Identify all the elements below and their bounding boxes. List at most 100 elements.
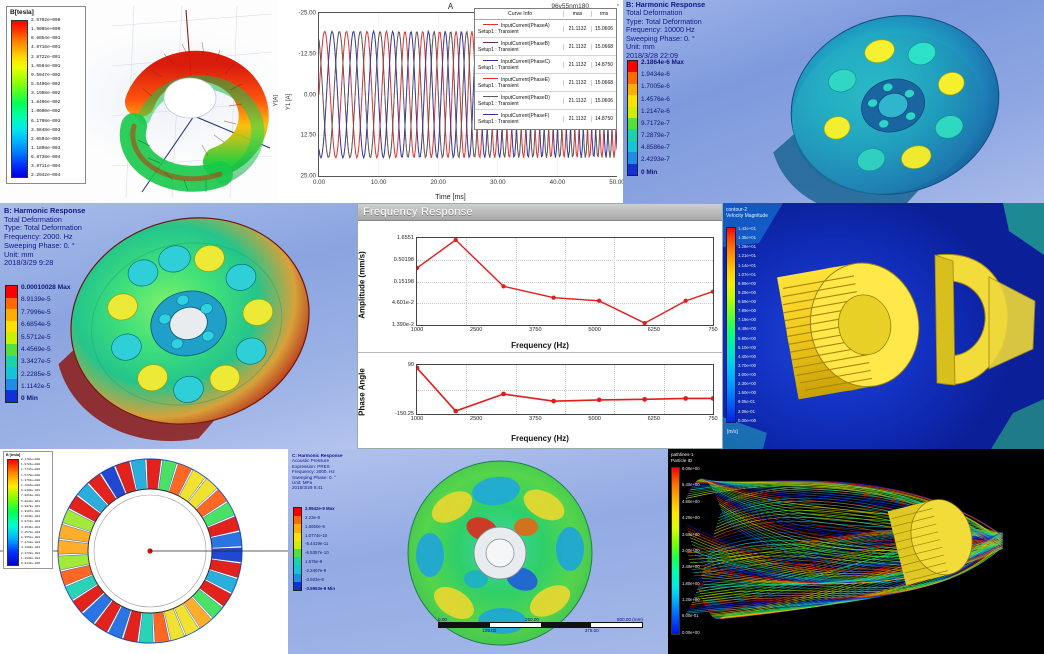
panel-transient-current-plot: A 96v55nm180 ▫ Y1 [A] Time [ms] -25.00 -1… bbox=[278, 0, 623, 203]
panel-frequency-response-window: Frequency Response Amplitude (mm/s) 1.65… bbox=[357, 203, 723, 449]
legend-value: -6.5357e-10 bbox=[305, 551, 335, 555]
x-tick-label: 750 bbox=[708, 416, 717, 422]
legend-value: 5.40e+00 bbox=[682, 483, 700, 487]
legend-value: 2.06e-01 bbox=[738, 410, 756, 414]
legend-value: 0.00e+00 bbox=[682, 631, 700, 635]
legend-values: 2.1864e-6 Max 1.9434e-6 1.7005e-6 1.4576e-6… bbox=[641, 60, 684, 176]
color-band bbox=[6, 379, 17, 391]
legend-values: 2.9942e-9 Max 2.23e-9 1.6650e-9 1.0774e-10-… bbox=[305, 507, 335, 591]
amplitude-series bbox=[417, 238, 713, 325]
legend-value: 1.21e+01 bbox=[738, 254, 756, 258]
legend-value: 1.9434e-6 bbox=[641, 72, 684, 78]
panel-maxwell-2d-crosssection: B [tesla] 2.1701e+000 1.9724e+000 1.7747e+… bbox=[0, 449, 288, 654]
y-tick-label: 12.50 bbox=[301, 132, 316, 139]
curve-max: 21.1132 bbox=[563, 26, 591, 32]
x-tick-label: 3750 bbox=[529, 416, 541, 422]
legend-value: 6.49e+00 bbox=[738, 327, 756, 331]
curve-rms: 15.0668 bbox=[591, 80, 616, 86]
legend-value: 1.9095e+000 bbox=[31, 28, 86, 33]
color-band bbox=[628, 118, 637, 129]
table-row: InputCurrent(PhaseA) Setup1 : Transient 21… bbox=[475, 20, 616, 38]
legend-value: -3.5953e-9 Min bbox=[305, 587, 335, 591]
legend-value: 4.4532e-003 bbox=[21, 527, 53, 530]
panel-acoustic-pressure: C: Harmonic Response Acoustic Pressure E… bbox=[288, 449, 668, 654]
legend-value: 2.4572e-003 bbox=[21, 532, 53, 535]
legend-value: 2.30e+00 bbox=[738, 382, 756, 386]
color-band bbox=[6, 321, 17, 333]
legend-value: -3.503e-9 bbox=[305, 578, 335, 582]
curve-name-cell: InputCurrent(PhaseD) Setup1 : Transient bbox=[475, 95, 563, 107]
color-band bbox=[294, 533, 301, 541]
legend-value: 3.5648e-003 bbox=[31, 129, 86, 134]
legend-value: 1.7005e-6 bbox=[641, 84, 684, 90]
curve-setup: Setup1 : Transient bbox=[477, 119, 563, 125]
curve-max: 21.1132 bbox=[563, 44, 591, 50]
y-tick-label: 90 bbox=[408, 362, 414, 368]
color-band bbox=[628, 61, 637, 72]
legend-value: 9.7172e-7 bbox=[641, 121, 684, 127]
result-info-text: C: Harmonic Response Acoustic Pressure E… bbox=[292, 453, 343, 491]
legend-value: 1.60e+00 bbox=[738, 391, 756, 395]
legend-value: 4.9716e-001 bbox=[31, 46, 86, 51]
curve-setup: Setup1 : Transient bbox=[477, 101, 563, 107]
legend-value: 2.2942e-004 bbox=[31, 174, 86, 179]
legend-value: 1.9724e+000 bbox=[21, 464, 53, 467]
particle-id-legend: 6.00e+00 5.40e+00 4.80e+00 4.20e+00 3.60e+00… bbox=[671, 467, 700, 635]
maxwell-2d-legend: B [tesla] 2.1701e+000 1.9724e+000 1.7747e+… bbox=[3, 451, 53, 569]
series-color-swatch-icon bbox=[483, 24, 498, 25]
legend-value: 1.4636e-002 bbox=[21, 516, 53, 519]
x-tick-label: 2500 bbox=[470, 416, 482, 422]
curve-rms: 15.0606 bbox=[591, 26, 616, 32]
legend-value: 9.29e+00 bbox=[738, 291, 756, 295]
legend-value: 1.6650e-9 bbox=[305, 525, 335, 529]
color-band bbox=[6, 356, 17, 368]
x-tick-label: 50.00 bbox=[609, 179, 623, 186]
axis-label-x: Frequency (Hz) bbox=[358, 341, 722, 350]
color-band bbox=[294, 541, 301, 549]
curve-name-cell: InputCurrent(PhaseC) Setup1 : Transient bbox=[475, 59, 563, 71]
y-tick-label: -25.00 bbox=[298, 10, 316, 17]
curve-setup: Setup1 : Transient bbox=[477, 29, 563, 35]
legend-caption: B[tesla] bbox=[7, 7, 85, 17]
data-point bbox=[501, 392, 506, 397]
y-tick-label: 0.50198 bbox=[394, 257, 414, 263]
legend-value: 1.575e-9 bbox=[305, 560, 335, 564]
curve-max: 21.1132 bbox=[563, 116, 591, 122]
data-line bbox=[417, 368, 713, 411]
color-bar bbox=[5, 285, 18, 403]
x-tick-label: 40.00 bbox=[550, 179, 565, 186]
legend-value: 4.4569e-5 bbox=[21, 347, 71, 354]
result-timestamp: 2018/3/29 9:28 bbox=[4, 259, 85, 268]
curve-rms: 14.8750 bbox=[591, 62, 616, 68]
legend-value: 0.00010028 Max bbox=[21, 285, 71, 292]
pathlines-legend-caption: pathlines-1 Particle ID bbox=[671, 452, 693, 464]
legend-value: 1.28e+01 bbox=[738, 245, 756, 249]
color-band bbox=[294, 549, 301, 557]
pathlines-visualization bbox=[668, 449, 1044, 654]
legend-value: 1.42e+01 bbox=[738, 227, 756, 231]
x-tick-label: 6250 bbox=[648, 416, 660, 422]
table-row: InputCurrent(PhaseC) Setup1 : Transient 21… bbox=[475, 56, 616, 74]
data-line bbox=[417, 240, 713, 323]
legend-caption-line2: Particle ID bbox=[671, 458, 693, 464]
legend-value: 1.7747e+000 bbox=[21, 469, 53, 472]
window-title-bar[interactable]: Frequency Response bbox=[358, 204, 722, 221]
series-color-swatch-icon bbox=[483, 96, 498, 97]
color-band bbox=[6, 298, 17, 310]
color-bar bbox=[11, 20, 28, 178]
color-bar bbox=[7, 459, 19, 566]
data-point bbox=[551, 296, 555, 300]
legend-value: 1.1816e+000 bbox=[21, 485, 53, 488]
color-band bbox=[628, 84, 637, 95]
deformation-legend: 2.1864e-6 Max 1.9434e-6 1.7005e-6 1.4576e-6… bbox=[627, 60, 684, 176]
panel-harmonic-response-10000hz: B: Harmonic Response Total Deformation T… bbox=[623, 0, 1044, 203]
table-row: InputCurrent(PhaseE) Setup1 : Transient 21… bbox=[475, 74, 616, 92]
legend-value: 2.40e+00 bbox=[682, 565, 700, 569]
panel-maxwell-b-field-3d: B[tesla] 2.5702e+000 1.9095e+000 8.6854e-0… bbox=[0, 0, 278, 203]
cfd-legend-caption: contour-2 Velocity Magnitude bbox=[726, 207, 768, 220]
chart-phase-angle: Phase Angle 90 -150.25 1000 2500 3750 5000 62… bbox=[358, 354, 722, 449]
scale-center: 250.00 bbox=[525, 617, 539, 622]
phase-series bbox=[417, 365, 713, 414]
legend-value: 7.4718e-004 bbox=[21, 542, 53, 545]
curve-name-cell: InputCurrent(PhaseB) Setup1 : Transient bbox=[475, 41, 563, 53]
